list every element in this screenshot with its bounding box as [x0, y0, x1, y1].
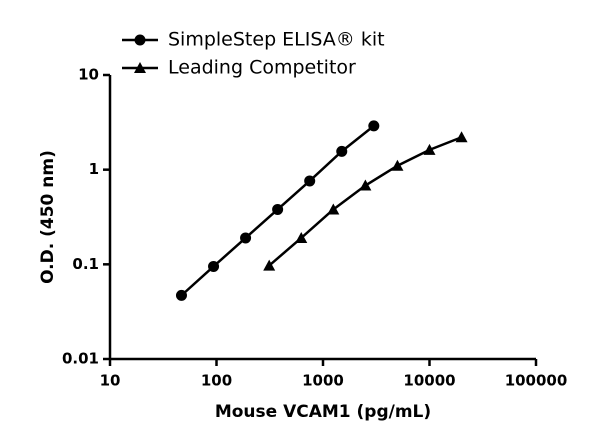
y-tick-label: 1	[89, 160, 99, 178]
data-point	[263, 259, 276, 271]
data-point	[455, 131, 468, 143]
legend-label: Leading Competitor	[168, 57, 356, 79]
y-tick-label: 0.01	[62, 350, 99, 368]
legend-marker	[134, 34, 146, 46]
data-point	[423, 143, 436, 155]
x-tick-label: 100	[201, 372, 232, 390]
data-point	[240, 232, 252, 244]
y-tick-label: 10	[78, 66, 99, 84]
x-tick-label: 1000	[302, 372, 344, 390]
data-point	[295, 231, 308, 243]
y-tick-label: 0.1	[72, 255, 99, 273]
series-line	[268, 136, 463, 267]
data-point	[272, 203, 284, 215]
data-point	[304, 175, 316, 187]
data-point	[208, 260, 220, 272]
data-point	[175, 289, 187, 301]
legend-label: SimpleStep ELISA® kit	[168, 29, 385, 51]
x-tick-label: 100000	[505, 372, 568, 390]
data-point	[336, 145, 348, 157]
y-axis-title: O.D. (450 nm)	[38, 150, 58, 284]
x-axis-title: Mouse VCAM1 (pg/mL)	[215, 402, 431, 422]
data-point	[368, 120, 380, 132]
data-point	[391, 159, 404, 171]
x-tick-label: 10000	[403, 372, 455, 390]
data-point	[327, 203, 340, 215]
data-point	[359, 179, 372, 191]
x-tick-label: 10	[100, 372, 121, 390]
legend-marker	[134, 62, 146, 73]
